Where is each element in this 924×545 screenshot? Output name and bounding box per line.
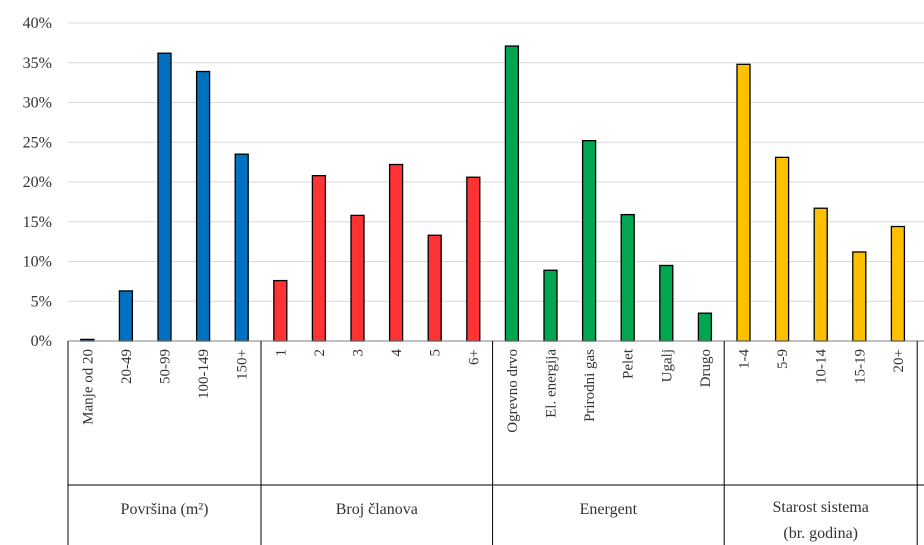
bar bbox=[234, 153, 249, 342]
bar bbox=[890, 225, 906, 342]
x-tick-label: 150+ bbox=[235, 349, 251, 380]
x-tick-label: 15-19 bbox=[852, 349, 868, 384]
x-tick-label: 20+ bbox=[891, 349, 907, 372]
y-tick-label: 25% bbox=[23, 134, 52, 151]
y-tick-label: 30% bbox=[23, 95, 52, 112]
x-axis: Manje od 20 20-49 50-99 100-149 150+ Površina… bbox=[67, 340, 924, 545]
y-tick-label: 10% bbox=[23, 254, 52, 271]
bar bbox=[466, 176, 481, 342]
bar bbox=[388, 163, 404, 342]
group-label: Starost sistema bbox=[772, 499, 868, 516]
x-tick-label: Ogrevno drvo bbox=[505, 349, 521, 433]
x-tick-label: El. energija bbox=[544, 349, 560, 418]
group-label: Energent bbox=[580, 501, 638, 518]
bar bbox=[118, 290, 134, 342]
y-tick-label: 15% bbox=[23, 214, 52, 231]
bar bbox=[195, 70, 211, 342]
x-tick-label: 5 bbox=[428, 349, 444, 357]
y-tick-label: 5% bbox=[31, 293, 52, 310]
bar bbox=[273, 279, 288, 342]
x-tick-label: Pelet bbox=[621, 348, 637, 379]
x-tick-label: 50-99 bbox=[158, 349, 174, 384]
bar bbox=[620, 213, 635, 342]
bars bbox=[80, 45, 906, 342]
x-tick-label: 2 bbox=[312, 349, 328, 357]
bar bbox=[311, 174, 327, 342]
x-tick-label: 3 bbox=[351, 349, 367, 357]
group-label: Broj članova bbox=[336, 501, 418, 518]
x-tick-label: Prirodni gas bbox=[582, 349, 598, 422]
x-tick-label: 20-49 bbox=[119, 349, 135, 384]
x-tick-label: Ugalj bbox=[659, 349, 675, 382]
bar bbox=[504, 45, 520, 342]
y-axis: 0% 5% 10% 15% 20% 25% 30% 35% 40% bbox=[23, 15, 52, 350]
bar bbox=[427, 234, 442, 342]
y-tick-label: 0% bbox=[31, 333, 52, 350]
bar bbox=[350, 214, 365, 342]
bar bbox=[736, 63, 751, 342]
x-tick-label: 1-4 bbox=[737, 349, 753, 369]
y-tick-label: 35% bbox=[23, 55, 52, 72]
y-tick-label: 40% bbox=[23, 15, 52, 32]
bar bbox=[659, 264, 674, 342]
bar bbox=[543, 269, 558, 342]
x-tick-label: 4 bbox=[389, 349, 405, 357]
x-tick-label: Drugo bbox=[698, 349, 714, 387]
bar bbox=[581, 140, 597, 342]
bar bbox=[813, 207, 828, 342]
group-label: (br. godina) bbox=[783, 525, 858, 542]
x-tick-label: Manje od 20 bbox=[80, 349, 96, 425]
x-tick-label: 6+ bbox=[466, 349, 482, 365]
x-tick-label: 10-14 bbox=[814, 349, 830, 384]
bar bbox=[157, 52, 172, 342]
x-tick-label: 5-9 bbox=[775, 349, 791, 369]
x-tick-label: 100-149 bbox=[196, 349, 212, 399]
bar bbox=[697, 312, 713, 342]
y-tick-label: 20% bbox=[23, 174, 52, 191]
bar bbox=[774, 156, 790, 342]
bar bbox=[852, 251, 867, 342]
group-label: Površina (m²) bbox=[121, 501, 209, 518]
x-tick-label: 1 bbox=[273, 349, 289, 357]
